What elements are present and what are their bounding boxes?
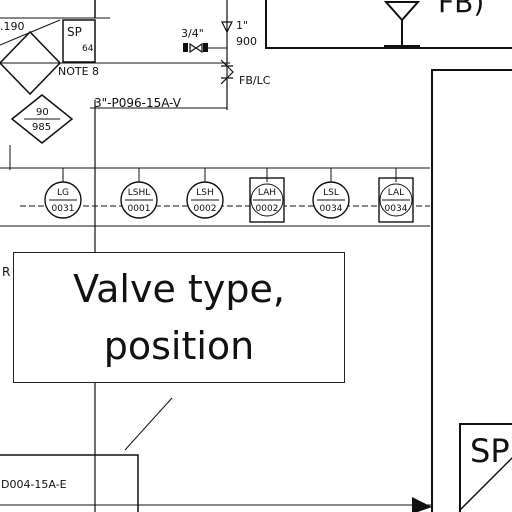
label-valve-size: 3/4" — [181, 27, 204, 40]
instrument-number: 0034 — [320, 204, 343, 214]
instrument-lg-0031: LG 0031 — [44, 168, 82, 219]
label-reducer-ref: 900 — [236, 35, 257, 48]
label-note: NOTE 8 — [58, 65, 99, 78]
instrument-tag: LSL — [323, 188, 339, 198]
valve-assembly: 3/4" 1" 900 FB/LC — [90, 0, 271, 110]
instrument-tag: LSH — [196, 188, 214, 198]
diamond-num-64: 64 — [82, 44, 94, 54]
callout-line2: position — [103, 323, 255, 368]
instrument-number: 0002 — [194, 204, 217, 214]
label-top-left: .190 — [0, 20, 25, 33]
instrument-tag: LG — [57, 188, 69, 198]
callout-line1: Valve type, — [73, 266, 285, 311]
instrument-number: 0031 — [52, 204, 75, 214]
label-reducer-size: 1" — [236, 19, 248, 32]
instrument-lal-0034: LAL 0034 — [378, 168, 414, 223]
instrument-tag: LAH — [258, 188, 276, 198]
vessel-box — [431, 69, 512, 512]
diagonal-line — [124, 397, 173, 451]
side-marker: R — [2, 265, 10, 279]
equipment-symbol — [383, 1, 421, 47]
diamond-sp-64: SP 64 — [0, 19, 96, 96]
sp-block: SP — [459, 423, 512, 512]
instrument-group: LG 0031 LSHL 0001 LSH 0002 LAH 0002 LSL 0034 LAL 00… — [44, 168, 414, 223]
instrument-tag: LAL — [388, 188, 404, 198]
equipment-box — [265, 0, 512, 49]
instrument-lsl-0034: LSL 0034 — [312, 168, 350, 219]
label-fb-partial: FB) — [438, 0, 484, 19]
instrument-inner-circle — [379, 183, 413, 217]
instrument-tag: LSHL — [128, 188, 151, 198]
instrument-lshl-0001: LSHL 0001 — [120, 168, 158, 219]
label-fb-lc: FB/LC — [239, 74, 271, 87]
diamond-tag-90: 90 — [36, 107, 49, 118]
instrument-number: 0001 — [128, 204, 151, 214]
instrument-number: 0002 — [256, 204, 279, 214]
instrument-lsh-0002: LSH 0002 — [186, 168, 224, 219]
diamond-num-985: 985 — [32, 122, 51, 133]
instrument-number: 0034 — [385, 204, 408, 214]
label-pipe-bottom: D004-15A-E — [1, 478, 67, 491]
label-pipe-main: 3"-P096-15A-V — [94, 96, 182, 110]
callout-box: Valve type, position — [13, 252, 345, 383]
pipe-label-box — [0, 454, 139, 512]
instrument-inner-circle — [250, 183, 284, 217]
diamond-tag-sp: SP — [67, 25, 82, 39]
diamond-90-985: 90 985 — [10, 94, 74, 144]
instrument-lah-0002: LAH 0002 — [249, 168, 285, 223]
sp-block-label: SP — [470, 432, 510, 470]
